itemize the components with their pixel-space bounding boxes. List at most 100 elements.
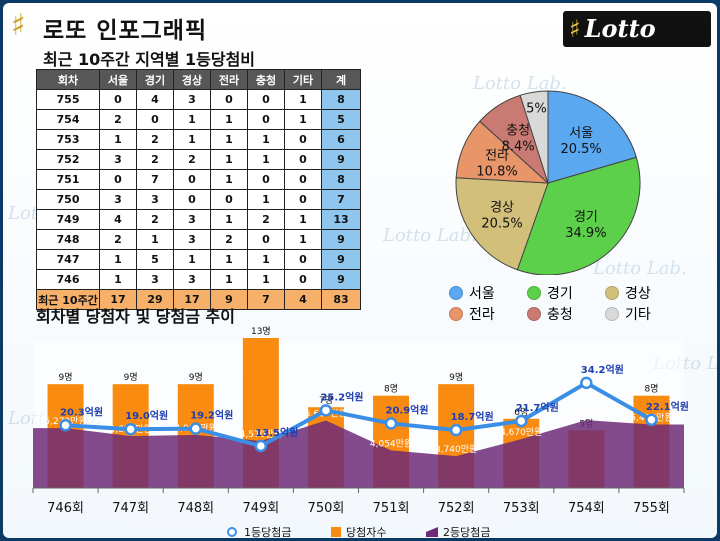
area-2nd-prize [33, 420, 684, 488]
table-cell: 3 [173, 269, 211, 290]
line-point [189, 422, 202, 435]
table-cell: 0 [173, 189, 211, 210]
table-body: 755 0 4 3 0 0 1 8 754 2 0 1 1 0 1 5 753 1 2 1 1 1 0 6 752 3 2 2 1 1 0 9… [36, 89, 361, 310]
table-cell: 1 [210, 129, 248, 150]
table-cell: 2 [136, 129, 174, 150]
infographic-frame: ♯ 로또 인포그래픽 최근 10주간 지역별 1등당첨비 ♯ Lotto Lab.… [3, 3, 717, 538]
bar-value-label: 8명 [644, 384, 658, 395]
table-row: 751 0 7 0 1 0 0 8 [36, 169, 361, 190]
pie-legend-item: 전라 [449, 304, 495, 324]
table-cell: 3 [99, 189, 137, 210]
table-cell: 747 [36, 249, 100, 270]
line-value-label: 20.9억원 [386, 403, 429, 416]
x-tick-label: 751회 [373, 501, 410, 516]
table-cell: 29 [136, 289, 174, 310]
table-cell: 9 [321, 229, 361, 250]
table-row: 747 1 5 1 1 1 0 9 [36, 249, 361, 270]
area-value-label: 4,054만원 [370, 438, 412, 449]
area-value-label: 5,712만원 [565, 408, 607, 419]
table-cell: 0 [173, 169, 211, 190]
pie-slice-percent: 20.5% [560, 142, 601, 157]
area-marker-icon [426, 527, 438, 537]
table-cell: 2 [173, 149, 211, 170]
table-cell: 749 [36, 209, 100, 230]
pie-slice-percent: 10.8% [476, 165, 517, 180]
table-cell: 1 [99, 249, 137, 270]
table-cell: 755 [36, 89, 100, 110]
table-cell: 1 [284, 89, 322, 110]
table-cell: 9 [210, 289, 248, 310]
table-row: 750 3 3 0 0 1 0 7 [36, 189, 361, 210]
table-cell: 7 [247, 289, 285, 310]
table-cell: 1 [247, 249, 285, 270]
table-header-cell: 전라 [210, 69, 248, 90]
table-cell: 1 [210, 269, 248, 290]
table-cell: 0 [99, 89, 137, 110]
table-cell: 0 [247, 89, 285, 110]
x-tick-label: 753회 [503, 501, 540, 516]
pie-slice [547, 90, 637, 184]
table-cell: 3 [173, 229, 211, 250]
line-point [319, 404, 333, 417]
table-cell: 754 [36, 109, 100, 130]
line-marker-icon [227, 527, 237, 537]
pie-slice [519, 90, 549, 184]
table-cell: 1 [210, 109, 248, 130]
line-value-label: 13.5억원 [255, 426, 298, 439]
table-cell: 3 [99, 149, 137, 170]
table-cell: 2 [99, 229, 137, 250]
table-cell: 1 [210, 149, 248, 170]
bar-value-label: 8명 [384, 384, 398, 395]
line-point [580, 376, 593, 390]
table-cell: 1 [210, 209, 248, 230]
x-tick-label: 752회 [438, 501, 475, 516]
table-row: 746 1 3 3 1 1 0 9 [36, 269, 361, 290]
table-cell: 3 [173, 89, 211, 110]
table-cell: 746 [36, 269, 100, 290]
table-header-cell: 경기 [136, 69, 174, 90]
pie-legend-item: 충청 [527, 304, 573, 324]
pie-legend-label: 충청 [547, 307, 573, 323]
bar-value-label: 9명 [449, 372, 463, 383]
legend-area-label: 2등당첨금 [443, 526, 491, 538]
table-header-cell: 회차 [36, 69, 100, 90]
table-header-row: 회차 서울 경기 경상 전라 충청 기타 계 [36, 69, 361, 90]
table-cell: 1 [173, 129, 211, 150]
legend-line-label: 1등당첨금 [244, 526, 292, 538]
table-cell: 3 [136, 269, 174, 290]
table-cell: 1 [210, 169, 248, 190]
bar-value-label: 9명 [189, 372, 203, 383]
line-1st-prize [65, 380, 653, 449]
pie-slice-percent: 20.5% [481, 217, 522, 232]
line-value-label: 20.3억원 [60, 405, 103, 418]
page-title: 로또 인포그래픽 [43, 18, 208, 44]
table-row: 755 0 4 3 0 0 1 8 [36, 89, 361, 110]
x-tick-label: 746회 [47, 501, 84, 516]
lotto-glyph-icon: ♯ [11, 8, 26, 43]
table-cell: 1 [99, 129, 137, 150]
bar-value-label: 7명 [319, 395, 333, 406]
pie-legend-item: 기타 [605, 304, 651, 324]
x-tick-label: 754회 [568, 501, 605, 516]
table-cell: 0 [284, 129, 322, 150]
x-tick-label: 748회 [177, 501, 214, 516]
table-cell: 1 [284, 229, 322, 250]
table-cell: 5 [321, 109, 361, 130]
legend-bar-label: 당첨자수 [346, 526, 387, 538]
table-cell: 13 [321, 209, 361, 230]
table-cell: 0 [210, 189, 248, 210]
table-cell: 최근 10주간 [36, 289, 100, 310]
table-header-cell: 계 [321, 69, 361, 90]
table-cell: 751 [36, 169, 100, 190]
table-cell: 2 [136, 149, 174, 170]
line-value-label: 21.7억원 [516, 401, 559, 414]
table-header-cell: 기타 [284, 69, 322, 90]
pie-legend-item: 경기 [527, 283, 573, 303]
table-cell: 9 [321, 149, 361, 170]
table-cell: 0 [247, 229, 285, 250]
watermark: Lotto Lab. [383, 225, 477, 246]
table-cell: 1 [247, 129, 285, 150]
pie-legend-label: 경기 [547, 286, 573, 302]
table-cell: 0 [99, 169, 137, 190]
pie-slice-label: 충청 [506, 124, 530, 139]
